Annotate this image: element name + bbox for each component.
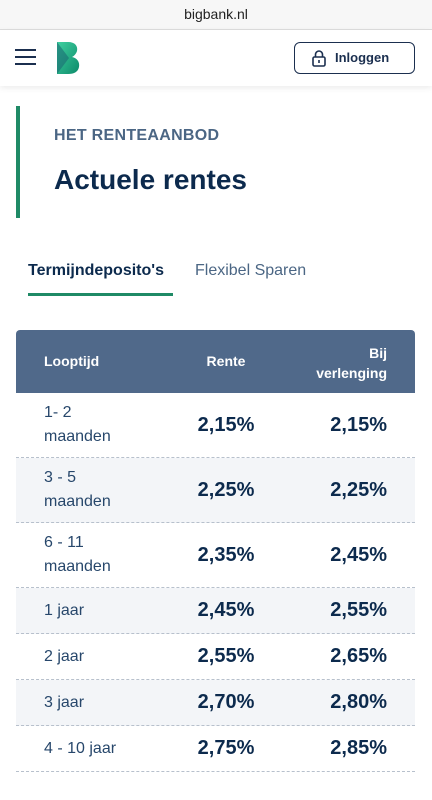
table-row: 4 - 10 jaar 2,75% 2,85% bbox=[16, 726, 415, 772]
section-eyebrow: HET RENTEAANBOD bbox=[54, 127, 220, 144]
renewal-rate-cell: 2,65% bbox=[330, 645, 387, 667]
login-button[interactable]: Inloggen bbox=[294, 42, 415, 74]
table-row: 6 - 11 maanden 2,35% 2,45% bbox=[16, 523, 415, 588]
term-cell: 3 - 5 maanden bbox=[44, 469, 111, 510]
accent-bar bbox=[16, 106, 20, 218]
section-title: Actuele rentes bbox=[54, 164, 247, 195]
renewal-rate-cell: 2,45% bbox=[330, 543, 387, 566]
term-cell: 1- 2 maanden bbox=[44, 404, 111, 445]
login-label: Inloggen bbox=[335, 50, 390, 65]
tab[interactable]: Flexibel Sparen bbox=[195, 262, 307, 279]
rate-cell: 2,35% bbox=[197, 543, 255, 566]
renewal-rate-cell: 2,15% bbox=[330, 413, 387, 436]
table-row: 1- 2 maanden 2,15% 2,15% bbox=[16, 393, 415, 458]
column-header: Looptijd bbox=[44, 353, 100, 369]
rate-cell: 2,25% bbox=[197, 478, 255, 501]
renewal-rate-cell: 2,85% bbox=[330, 737, 387, 759]
renewal-rate-cell: 2,25% bbox=[330, 478, 387, 501]
renewal-rate-cell: 2,80% bbox=[330, 691, 387, 713]
url-bar[interactable]: bigbank.nl bbox=[0, 0, 432, 30]
rate-cell: 2,55% bbox=[197, 645, 255, 667]
menu-icon[interactable] bbox=[15, 49, 36, 65]
lock-icon bbox=[312, 50, 326, 67]
renewal-rate-cell: 2,55% bbox=[330, 599, 387, 621]
table-row: 3 jaar 2,70% 2,80% bbox=[16, 680, 415, 726]
term-cell: 6 - 11 maanden bbox=[44, 534, 111, 575]
rate-cell: 2,70% bbox=[197, 691, 255, 713]
rate-cell: 2,75% bbox=[197, 737, 255, 759]
logo[interactable] bbox=[55, 42, 81, 74]
rates-table: Looptijd Rente Bij verlenging 1- 2 maand… bbox=[16, 330, 415, 772]
active-tab-indicator bbox=[28, 293, 173, 296]
table-row: 1 jaar 2,45% 2,55% bbox=[16, 588, 415, 634]
term-cell: 2 jaar bbox=[44, 647, 85, 665]
rate-cell: 2,15% bbox=[197, 413, 255, 436]
column-header: Rente bbox=[206, 353, 246, 369]
table-row: 3 - 5 maanden 2,25% 2,25% bbox=[16, 458, 415, 523]
term-cell: 4 - 10 jaar bbox=[44, 739, 117, 757]
column-header: Bij verlenging bbox=[316, 345, 387, 381]
table-header: Looptijd Rente Bij verlenging bbox=[16, 330, 415, 393]
term-cell: 3 jaar bbox=[44, 693, 85, 711]
site-header: Inloggen bbox=[0, 30, 432, 86]
table-body: 1- 2 maanden 2,15% 2,15% 3 - 5 maanden 2,25%… bbox=[16, 393, 415, 772]
term-cell: 1 jaar bbox=[44, 601, 85, 619]
table-row: 2 jaar 2,55% 2,65% bbox=[16, 634, 415, 680]
tab[interactable]: Termijndeposito's bbox=[28, 262, 164, 279]
rate-cell: 2,45% bbox=[197, 599, 255, 621]
